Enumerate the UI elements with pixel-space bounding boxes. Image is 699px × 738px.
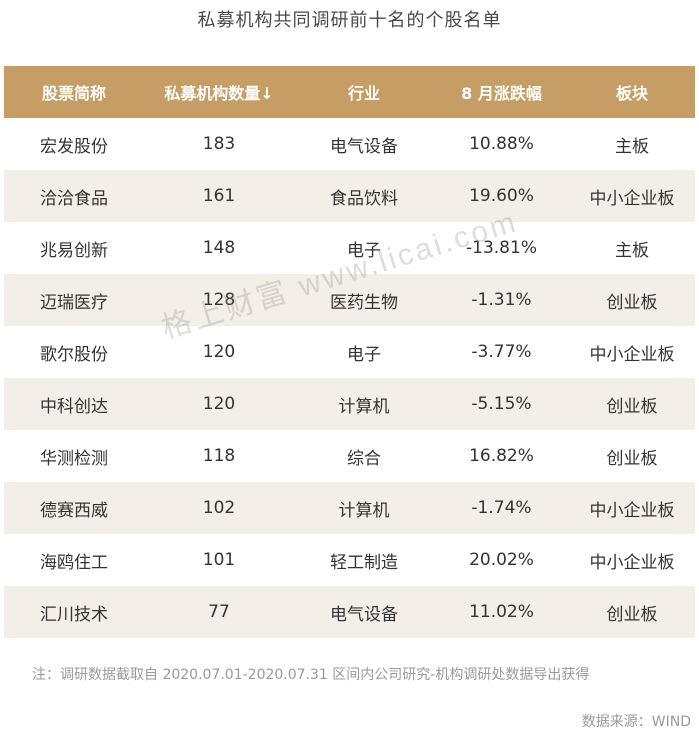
cell-board: 中小企业板 xyxy=(589,344,675,365)
cell-board: 创业板 xyxy=(606,604,658,625)
table-row: 德赛西威 102 计算机 -1.74% 中小企业板 xyxy=(4,482,695,534)
cell-august-change: 11.02% xyxy=(469,602,534,622)
cell-industry: 电子 xyxy=(347,240,381,261)
table-row: 兆易创新 148 电子 -13.81% 主板 xyxy=(4,222,695,274)
cell-august-change: -3.77% xyxy=(471,342,532,362)
cell-industry: 电气设备 xyxy=(330,604,398,625)
cell-august-change: 19.60% xyxy=(469,186,534,206)
cell-august-change: 10.88% xyxy=(469,134,534,154)
cell-institution-count: 161 xyxy=(202,186,236,206)
header-august-change: 8 月涨跌幅 xyxy=(461,84,542,103)
cell-board: 创业板 xyxy=(606,292,658,313)
cell-industry: 食品饮料 xyxy=(330,188,398,209)
cell-board: 中小企业板 xyxy=(589,188,675,209)
table-row: 宏发股份 183 电气设备 10.88% 主板 xyxy=(4,118,695,170)
cell-industry: 电子 xyxy=(347,344,381,365)
table-row: 华测检测 118 综合 16.82% 创业板 xyxy=(4,430,695,482)
cell-august-change: -1.31% xyxy=(471,290,532,310)
cell-stock-name: 海鸥住工 xyxy=(40,552,108,573)
page-title: 私募机构共同调研前十名的个股名单 xyxy=(197,10,502,31)
cell-board: 中小企业板 xyxy=(589,500,675,521)
cell-institution-count: 120 xyxy=(202,342,236,362)
cell-stock-name: 迈瑞医疗 xyxy=(40,292,108,313)
cell-industry: 医药生物 xyxy=(330,292,398,313)
cell-stock-name: 洽洽食品 xyxy=(40,188,108,209)
table-row: 洽洽食品 161 食品饮料 19.60% 中小企业板 xyxy=(4,170,695,222)
cell-board: 主板 xyxy=(615,240,649,261)
cell-august-change: -1.74% xyxy=(471,498,532,518)
cell-stock-name: 汇川技术 xyxy=(40,604,108,625)
cell-industry: 轻工制造 xyxy=(330,552,398,573)
cell-institution-count: 118 xyxy=(202,446,236,466)
data-source: 数据来源：WIND xyxy=(581,714,691,730)
cell-industry: 计算机 xyxy=(338,500,390,521)
table-header: 股票简称 私募机构数量↓ 行业 8 月涨跌幅 板块 xyxy=(4,66,695,118)
table-row: 海鸥住工 101 轻工制造 20.02% 中小企业板 xyxy=(4,534,695,586)
header-industry: 行业 xyxy=(347,84,380,103)
cell-institution-count: 128 xyxy=(202,290,236,310)
cell-stock-name: 华测检测 xyxy=(40,448,108,469)
table-row: 迈瑞医疗 128 医药生物 -1.31% 创业板 xyxy=(4,274,695,326)
cell-institution-count: 102 xyxy=(202,498,236,518)
cell-stock-name: 兆易创新 xyxy=(40,240,108,261)
table-row: 汇川技术 77 电气设备 11.02% 创业板 xyxy=(4,586,695,638)
cell-institution-count: 148 xyxy=(202,238,236,258)
cell-institution-count: 77 xyxy=(208,602,230,622)
table-row: 中科创达 120 计算机 -5.15% 创业板 xyxy=(4,378,695,430)
cell-institution-count: 183 xyxy=(202,134,236,154)
cell-institution-count: 120 xyxy=(202,394,236,414)
cell-board: 创业板 xyxy=(606,448,658,469)
cell-stock-name: 宏发股份 xyxy=(40,136,108,157)
footnote: 注：调研数据截取自 2020.07.01-2020.07.31 区间内公司研究-… xyxy=(32,667,590,683)
cell-board: 创业板 xyxy=(606,396,658,417)
cell-board: 主板 xyxy=(615,136,649,157)
cell-stock-name: 中科创达 xyxy=(40,396,108,417)
stock-table: 股票简称 私募机构数量↓ 行业 8 月涨跌幅 板块 宏发股份 183 电气设备 … xyxy=(4,66,695,638)
cell-stock-name: 歌尔股份 xyxy=(40,344,108,365)
cell-board: 中小企业板 xyxy=(589,552,675,573)
cell-industry: 电气设备 xyxy=(330,136,398,157)
header-stock-name: 股票简称 xyxy=(41,84,106,103)
cell-august-change: -5.15% xyxy=(471,394,532,414)
cell-stock-name: 德赛西威 xyxy=(40,500,108,521)
header-institution-count[interactable]: 私募机构数量↓ xyxy=(164,84,274,103)
cell-august-change: 20.02% xyxy=(469,550,534,570)
header-board: 板块 xyxy=(615,84,648,103)
cell-august-change: -13.81% xyxy=(466,238,537,258)
cell-institution-count: 101 xyxy=(202,550,236,570)
cell-august-change: 16.82% xyxy=(469,446,534,466)
cell-industry: 计算机 xyxy=(338,396,390,417)
table-row: 歌尔股份 120 电子 -3.77% 中小企业板 xyxy=(4,326,695,378)
cell-industry: 综合 xyxy=(347,448,381,469)
